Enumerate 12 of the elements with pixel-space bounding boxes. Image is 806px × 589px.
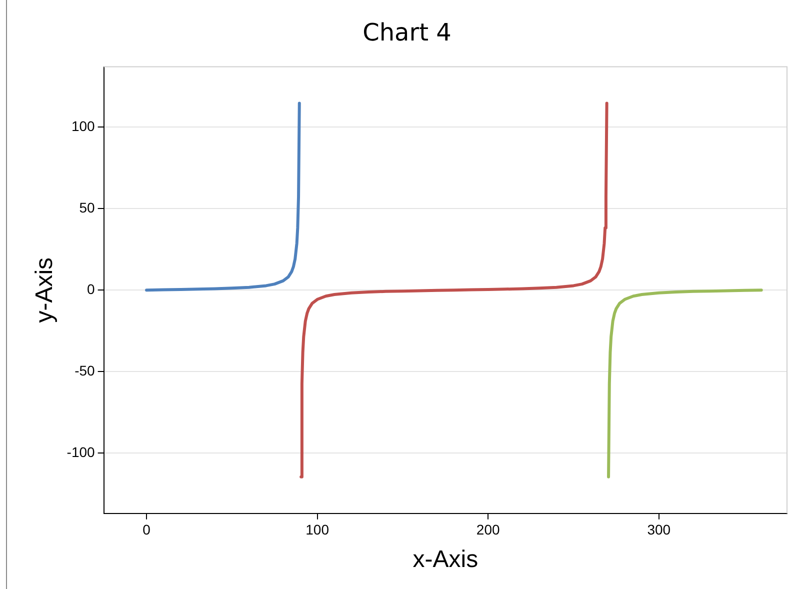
- x-tick-label: 0: [142, 522, 151, 538]
- y-tick-label: -50: [74, 362, 96, 378]
- x-axis-title: x-Axis: [412, 546, 478, 574]
- x-tick-label: 200: [476, 522, 500, 538]
- y-tick-label: -100: [66, 444, 96, 460]
- y-tick-label: 100: [71, 118, 96, 134]
- y-tick-label: 50: [79, 199, 96, 216]
- x-tick-label: 300: [647, 522, 671, 538]
- x-tick-label: 100: [306, 522, 330, 538]
- y-tick-label: 0: [87, 280, 96, 297]
- chart-title: Chart 4: [362, 18, 452, 47]
- y-axis-title: y-Axis: [31, 257, 58, 323]
